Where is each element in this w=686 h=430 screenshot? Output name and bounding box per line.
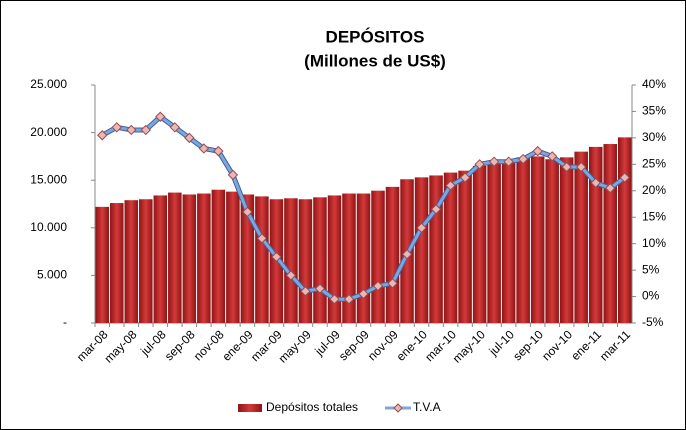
y2-tick-label: 40% <box>642 77 666 91</box>
line-marker <box>97 130 108 141</box>
line-marker <box>140 124 152 136</box>
line-marker <box>314 283 326 294</box>
line-marker <box>590 177 601 189</box>
line-marker <box>619 172 630 183</box>
line-marker <box>546 151 558 162</box>
bar <box>574 151 588 323</box>
y2-tick-label: 35% <box>642 104 666 118</box>
bar <box>501 161 516 323</box>
line-marker <box>488 156 500 167</box>
legend-marker <box>393 403 403 413</box>
line-marker <box>372 280 384 292</box>
line-marker <box>474 159 485 170</box>
y2-tick-label: 15% <box>642 209 666 223</box>
bar <box>414 177 429 323</box>
y-tick-label: 5.000 <box>37 268 67 282</box>
bar <box>182 194 197 323</box>
line-marker <box>401 249 413 260</box>
bar <box>530 156 545 323</box>
line-marker <box>256 233 268 244</box>
bar <box>255 196 269 323</box>
bar <box>559 157 574 323</box>
line-marker <box>242 206 253 218</box>
bar <box>342 193 356 323</box>
legend-label: T.V.A <box>413 400 441 414</box>
y2-tick-label: 10% <box>642 236 666 250</box>
line-marker <box>126 124 137 136</box>
y2-tick-label: 5% <box>642 262 660 276</box>
bar <box>327 195 342 323</box>
legend-swatch <box>238 404 262 412</box>
line-marker <box>155 111 166 122</box>
bar <box>385 186 400 323</box>
y2-tick-label: 20% <box>642 183 666 197</box>
line-marker <box>184 132 195 144</box>
bar <box>124 200 139 323</box>
bar <box>284 198 298 323</box>
bar <box>226 191 240 323</box>
bar <box>110 203 124 323</box>
legend-label: Depósitos totales <box>266 400 358 414</box>
line-marker <box>387 278 398 289</box>
line-marker <box>416 222 427 234</box>
y-tick-label: - <box>63 315 67 329</box>
line-marker <box>213 145 224 157</box>
y2-tick-label: -5% <box>642 315 664 329</box>
line-marker <box>111 122 122 133</box>
line-marker <box>227 169 239 181</box>
y-tick-label: 10.000 <box>30 220 67 234</box>
y-tick-label: 15.000 <box>30 172 67 186</box>
bar <box>516 157 530 323</box>
bar <box>371 190 385 323</box>
line-marker <box>300 286 311 297</box>
line-marker <box>358 288 369 300</box>
bar <box>211 189 226 323</box>
line-marker <box>459 172 471 183</box>
line-marker <box>517 153 529 165</box>
bar <box>168 192 182 323</box>
line-marker <box>169 122 181 133</box>
bar <box>472 165 487 323</box>
line-marker <box>285 270 297 281</box>
line-marker <box>532 145 543 157</box>
bar <box>356 193 371 323</box>
line-marker <box>430 204 442 215</box>
bar <box>487 163 501 323</box>
bar <box>588 146 603 323</box>
bar <box>458 170 472 323</box>
line-marker <box>561 161 572 173</box>
bar <box>603 144 617 323</box>
line-marker <box>198 143 210 154</box>
chart-title: DEPÓSITOS <box>326 27 425 46</box>
y2-tick-label: 25% <box>642 157 666 171</box>
bar <box>313 197 327 323</box>
chart-subtitle: (Millones de US$) <box>304 51 446 70</box>
bar <box>197 193 211 323</box>
line-marker <box>605 182 616 194</box>
y2-tick-label: 30% <box>642 130 666 144</box>
line-marker <box>445 180 456 191</box>
bar <box>153 195 168 323</box>
line-marker <box>343 293 355 305</box>
line-marker <box>271 251 282 263</box>
line-marker <box>575 161 587 173</box>
y-tick-label: 20.000 <box>30 125 67 139</box>
y2-tick-label: 0% <box>642 289 660 303</box>
bar <box>545 159 559 323</box>
bar <box>240 194 255 323</box>
line-marker <box>329 293 340 305</box>
y-tick-label: 25.000 <box>30 77 67 91</box>
bar <box>617 137 632 323</box>
bar <box>139 199 153 323</box>
line-marker <box>503 156 514 167</box>
bar <box>443 172 458 323</box>
bar <box>95 206 110 323</box>
bar <box>298 199 313 323</box>
